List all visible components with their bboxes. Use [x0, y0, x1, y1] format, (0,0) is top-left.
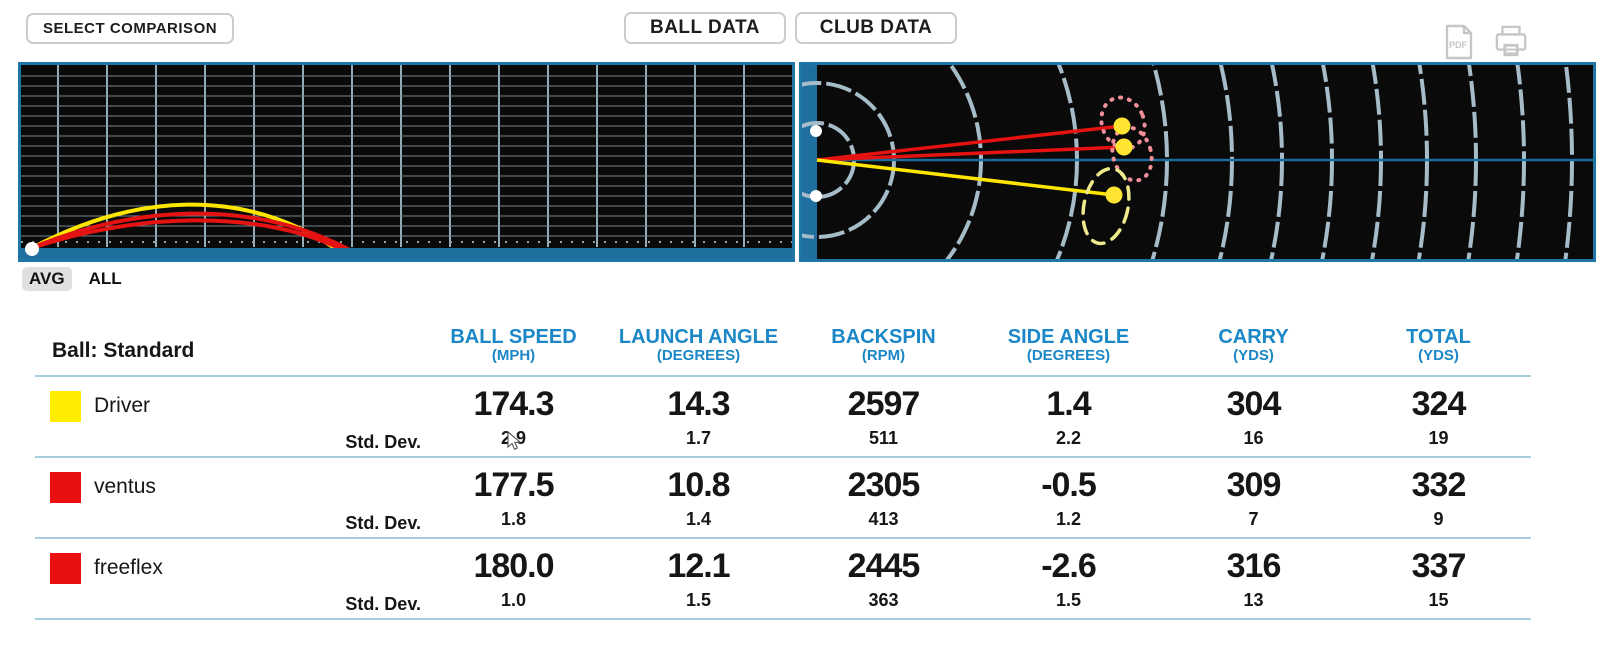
row-name: Driver [94, 394, 150, 418]
stddev-side-angle: 1.5 [1055, 590, 1082, 611]
stddev-carry: 13 [1243, 590, 1264, 611]
shot-view-tabs: AVG ALL [22, 267, 129, 291]
series-color-swatch [50, 471, 81, 503]
value-carry: 304 [1226, 385, 1282, 424]
series-color-swatch [50, 552, 81, 584]
stddev-total: 19 [1428, 428, 1449, 449]
comparison-table: Ball: Standard BALL SPEED (MPH) LAUNCH AN… [35, 326, 1531, 621]
tab-all[interactable]: ALL [88, 269, 122, 288]
column-header-side-angle: SIDE ANGLE (DEGREES) [1007, 326, 1130, 365]
stddev-backspin: 413 [868, 509, 899, 530]
stddev-total: 9 [1433, 509, 1444, 530]
std-dev-label: Std. Dev. [345, 513, 421, 534]
side-view-trajectory-chart [18, 62, 795, 262]
value-carry: 309 [1226, 466, 1282, 505]
column-header-ball-speed: BALL SPEED (MPH) [450, 326, 577, 365]
value-launch-angle: 14.3 [667, 385, 730, 424]
column-header-carry: CARRY (YDS) [1218, 326, 1289, 365]
stddev-side-angle: 1.2 [1055, 509, 1082, 530]
mouse-cursor [507, 431, 522, 451]
select-comparison-button[interactable]: SELECT COMPARISON [26, 13, 235, 44]
pdf-export-icon[interactable]: PDF [1442, 24, 1476, 60]
row-name: freeflex [94, 556, 163, 580]
ball-type-label: Ball: Standard [52, 339, 195, 363]
series-color-swatch [50, 390, 81, 422]
club-data-button[interactable]: CLUB DATA [795, 12, 957, 44]
value-launch-angle: 12.1 [667, 547, 730, 586]
column-header-total: TOTAL (YDS) [1406, 326, 1471, 365]
value-side-angle: 1.4 [1046, 385, 1091, 424]
value-backspin: 2445 [847, 547, 921, 586]
table-header: Ball: Standard BALL SPEED (MPH) LAUNCH AN… [35, 326, 1531, 378]
value-ball-speed: 180.0 [473, 547, 554, 586]
stddev-backspin: 511 [868, 428, 899, 449]
stddev-ball-speed: 1.0 [500, 590, 527, 611]
svg-text:PDF: PDF [1449, 40, 1468, 50]
charts-row [18, 62, 1596, 262]
stddev-launch-angle: 1.4 [685, 509, 712, 530]
stddev-backspin: 363 [868, 590, 899, 611]
stddev-total: 15 [1428, 590, 1449, 611]
table-row-freeflex: freeflex Std. Dev. 180.0 1.0 12.1 1.5 2445… [35, 539, 1531, 621]
print-icon[interactable] [1494, 24, 1528, 60]
value-ball-speed: 174.3 [473, 385, 554, 424]
row-name: ventus [94, 475, 156, 499]
value-backspin: 2597 [847, 385, 921, 424]
column-header-backspin: BACKSPIN (RPM) [831, 326, 936, 365]
export-toolbar: PDF [1442, 24, 1528, 60]
stddev-carry: 7 [1248, 509, 1259, 530]
column-header-launch-angle: LAUNCH ANGLE (DEGREES) [618, 326, 779, 365]
value-ball-speed: 177.5 [473, 466, 554, 505]
tab-avg[interactable]: AVG [22, 267, 72, 291]
stddev-launch-angle: 1.7 [685, 428, 712, 449]
stddev-side-angle: 2.2 [1055, 428, 1082, 449]
value-total: 324 [1411, 385, 1467, 424]
stddev-launch-angle: 1.5 [685, 590, 712, 611]
value-launch-angle: 10.8 [667, 466, 730, 505]
value-side-angle: -2.6 [1041, 547, 1097, 586]
value-total: 337 [1411, 547, 1467, 586]
std-dev-label: Std. Dev. [345, 594, 421, 615]
table-row-driver: Driver Std. Dev. 174.32.9 14.31.7 259751… [35, 377, 1531, 459]
top-view-dispersion-chart [799, 62, 1596, 262]
std-dev-label: Std. Dev. [345, 432, 421, 453]
value-side-angle: -0.5 [1041, 466, 1097, 505]
ball-data-button[interactable]: BALL DATA [624, 12, 786, 44]
stddev-carry: 16 [1243, 428, 1264, 449]
stddev-ball-speed: 1.8 [500, 509, 527, 530]
table-row-ventus: ventus Std. Dev. 177.5 1.8 10.8 1.4 2305 41… [35, 458, 1531, 540]
value-backspin: 2305 [847, 466, 921, 505]
value-total: 332 [1411, 466, 1467, 505]
value-carry: 316 [1226, 547, 1282, 586]
